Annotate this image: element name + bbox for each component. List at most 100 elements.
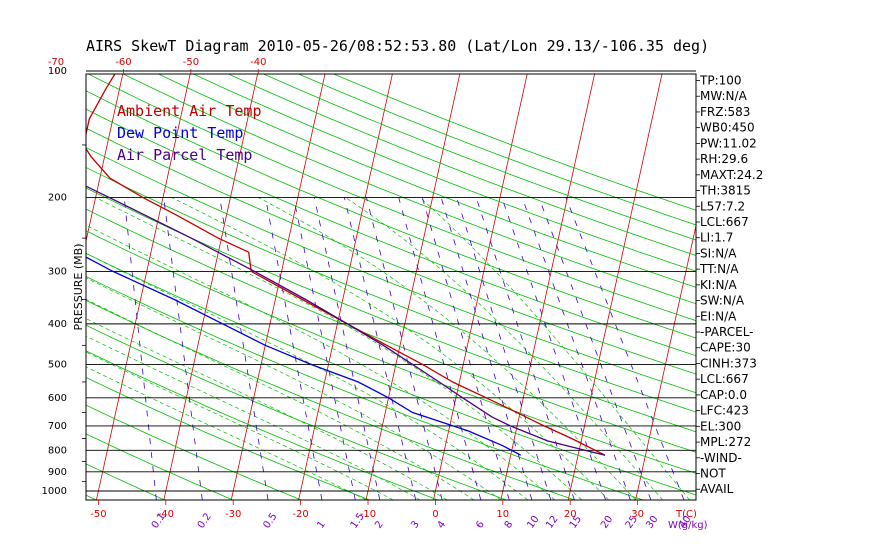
index-entry: MAXT:24.2 [700,168,763,182]
mixing-ratio-label: 12 [544,514,560,531]
mixing-ratio-line [456,197,552,500]
index-entry: -PARCEL- [700,325,754,339]
index-entry: TP:100 [699,74,742,88]
index-entry: -WIND- [700,451,742,465]
bottom-temp-tick-label: 0 [432,509,438,520]
mixing-ratio-label: 8 [503,519,516,531]
dry-adiabat-line [86,350,438,500]
isotherm-line [500,74,595,500]
moist-adiabat-line [86,351,394,500]
bottom-temp-tick-label: 10 [496,509,509,520]
dry-adiabat-line [86,127,696,375]
moist-adiabat-line [86,318,448,500]
index-entry: L57:7.2 [700,199,745,213]
moist-adiabat-line [86,252,529,500]
isobar-lines [86,70,696,492]
plot-frame [85,73,697,501]
dry-adiabat-line [86,463,165,500]
isotherm-line [635,223,696,500]
y-axis-label-group: PRESSURE (MB) [72,244,85,331]
isotherm-line [838,71,870,500]
dry-adiabat-line [0,71,28,500]
moist-adiabat-line [86,366,367,500]
background-grid [0,71,870,500]
pressure-tick-label: 700 [48,421,67,432]
mixing-ratio-line [501,197,606,500]
mixing-ratio-label: 6 [474,519,487,531]
mixing-ratio-label: 0.2 [196,511,214,530]
isotherm-line [298,74,393,500]
dry-adiabat-line [192,74,696,272]
dry-adiabat-line [86,230,696,474]
moist-adiabat-line [345,197,663,500]
dry-adiabat-line [86,147,696,394]
isotherm-line [0,71,56,500]
bottom-temp-tick-label: -40 [158,509,174,520]
index-entry: RH:29.6 [700,152,748,166]
bottom-temp-tick-label: 30 [631,509,644,520]
index-entry: CINH:373 [700,357,757,371]
dry-adiabat-line [86,166,696,413]
mixing-ratio-line [565,197,685,500]
index-entry: TH:3815 [699,184,751,198]
pressure-tick-label: 100 [48,66,67,77]
bottom-temp-tick-label: -50 [90,509,106,520]
dry-adiabat-line [86,433,233,500]
bottom-temp-tick-label: -10 [360,509,376,520]
index-entry: MPL:272 [700,435,751,449]
profile-air-parcel-temp [86,185,606,456]
legend-entry: Ambient Air Temp [117,102,262,120]
mixing-ratio-line [398,197,482,500]
mixing-ratio-line [219,197,269,500]
moist-adiabat-line [86,277,502,500]
index-entry: NOT [700,467,726,481]
index-entry: LI:1.7 [700,231,733,245]
index-entry: SW:N/A [700,294,745,308]
dry-adiabat-line [227,74,696,256]
index-entry: CAP:0.0 [700,388,747,402]
bottom-temp-tick-label: 20 [564,509,577,520]
bottom-temp-tick-label: -30 [225,509,241,520]
dry-adiabat-line [86,276,643,500]
mixing-ratio-line [440,197,533,500]
pressure-tick-label: 500 [48,360,67,371]
moist-adiabat-line [86,298,475,500]
pressure-tick-label: 200 [48,192,67,203]
isotherm-line [770,71,864,500]
mixing-ratio-line [163,197,203,500]
moist-adiabat-line [419,197,690,500]
isotherm-line [230,74,326,500]
top-temp-tick-label: -50 [183,57,199,68]
index-entry: EI:N/A [700,309,737,323]
mixing-ratio-label: 10 [525,514,541,531]
mixing-ratio-label: 2 [373,519,386,531]
mixing-ratio-label: 1 [315,519,328,531]
dry-adiabat-line [86,90,696,339]
dry-adiabat-line [332,74,696,211]
dry-adiabat-line [86,404,302,500]
index-entry: AVAIL [700,482,734,496]
dry-adiabat-line [86,187,696,433]
pressure-tick-label: 600 [48,393,67,404]
index-entry: FRZ:583 [700,105,750,119]
mixing-ratio-line [366,197,443,500]
index-entry: LCL:667 [700,215,749,229]
moist-adiabat-line [258,197,636,500]
dry-adiabat-line [86,299,575,500]
top-temp-tick-label: -70 [48,57,64,68]
bottom-temp-unit: T(C) [675,509,697,520]
moist-adiabat-line [171,197,609,500]
mixing-ratio-line [475,197,575,500]
legend-entry: Air Parcel Temp [117,146,252,164]
mixing-ratio-label: 20 [599,514,615,531]
index-entry: KI:N/A [700,278,737,292]
moist-adiabat-line [95,197,582,500]
mixing-ratio-line [421,197,510,500]
dry-adiabat-line [86,208,696,453]
top-temp-tick-label: -60 [115,57,131,68]
isotherm-line [86,74,124,243]
top-temp-tick-label: -40 [250,57,266,68]
isotherm-line [365,74,461,500]
legend: Ambient Air Temp Dew Point Temp Air Parcel… [117,102,262,164]
dry-adiabat-line [86,252,696,496]
